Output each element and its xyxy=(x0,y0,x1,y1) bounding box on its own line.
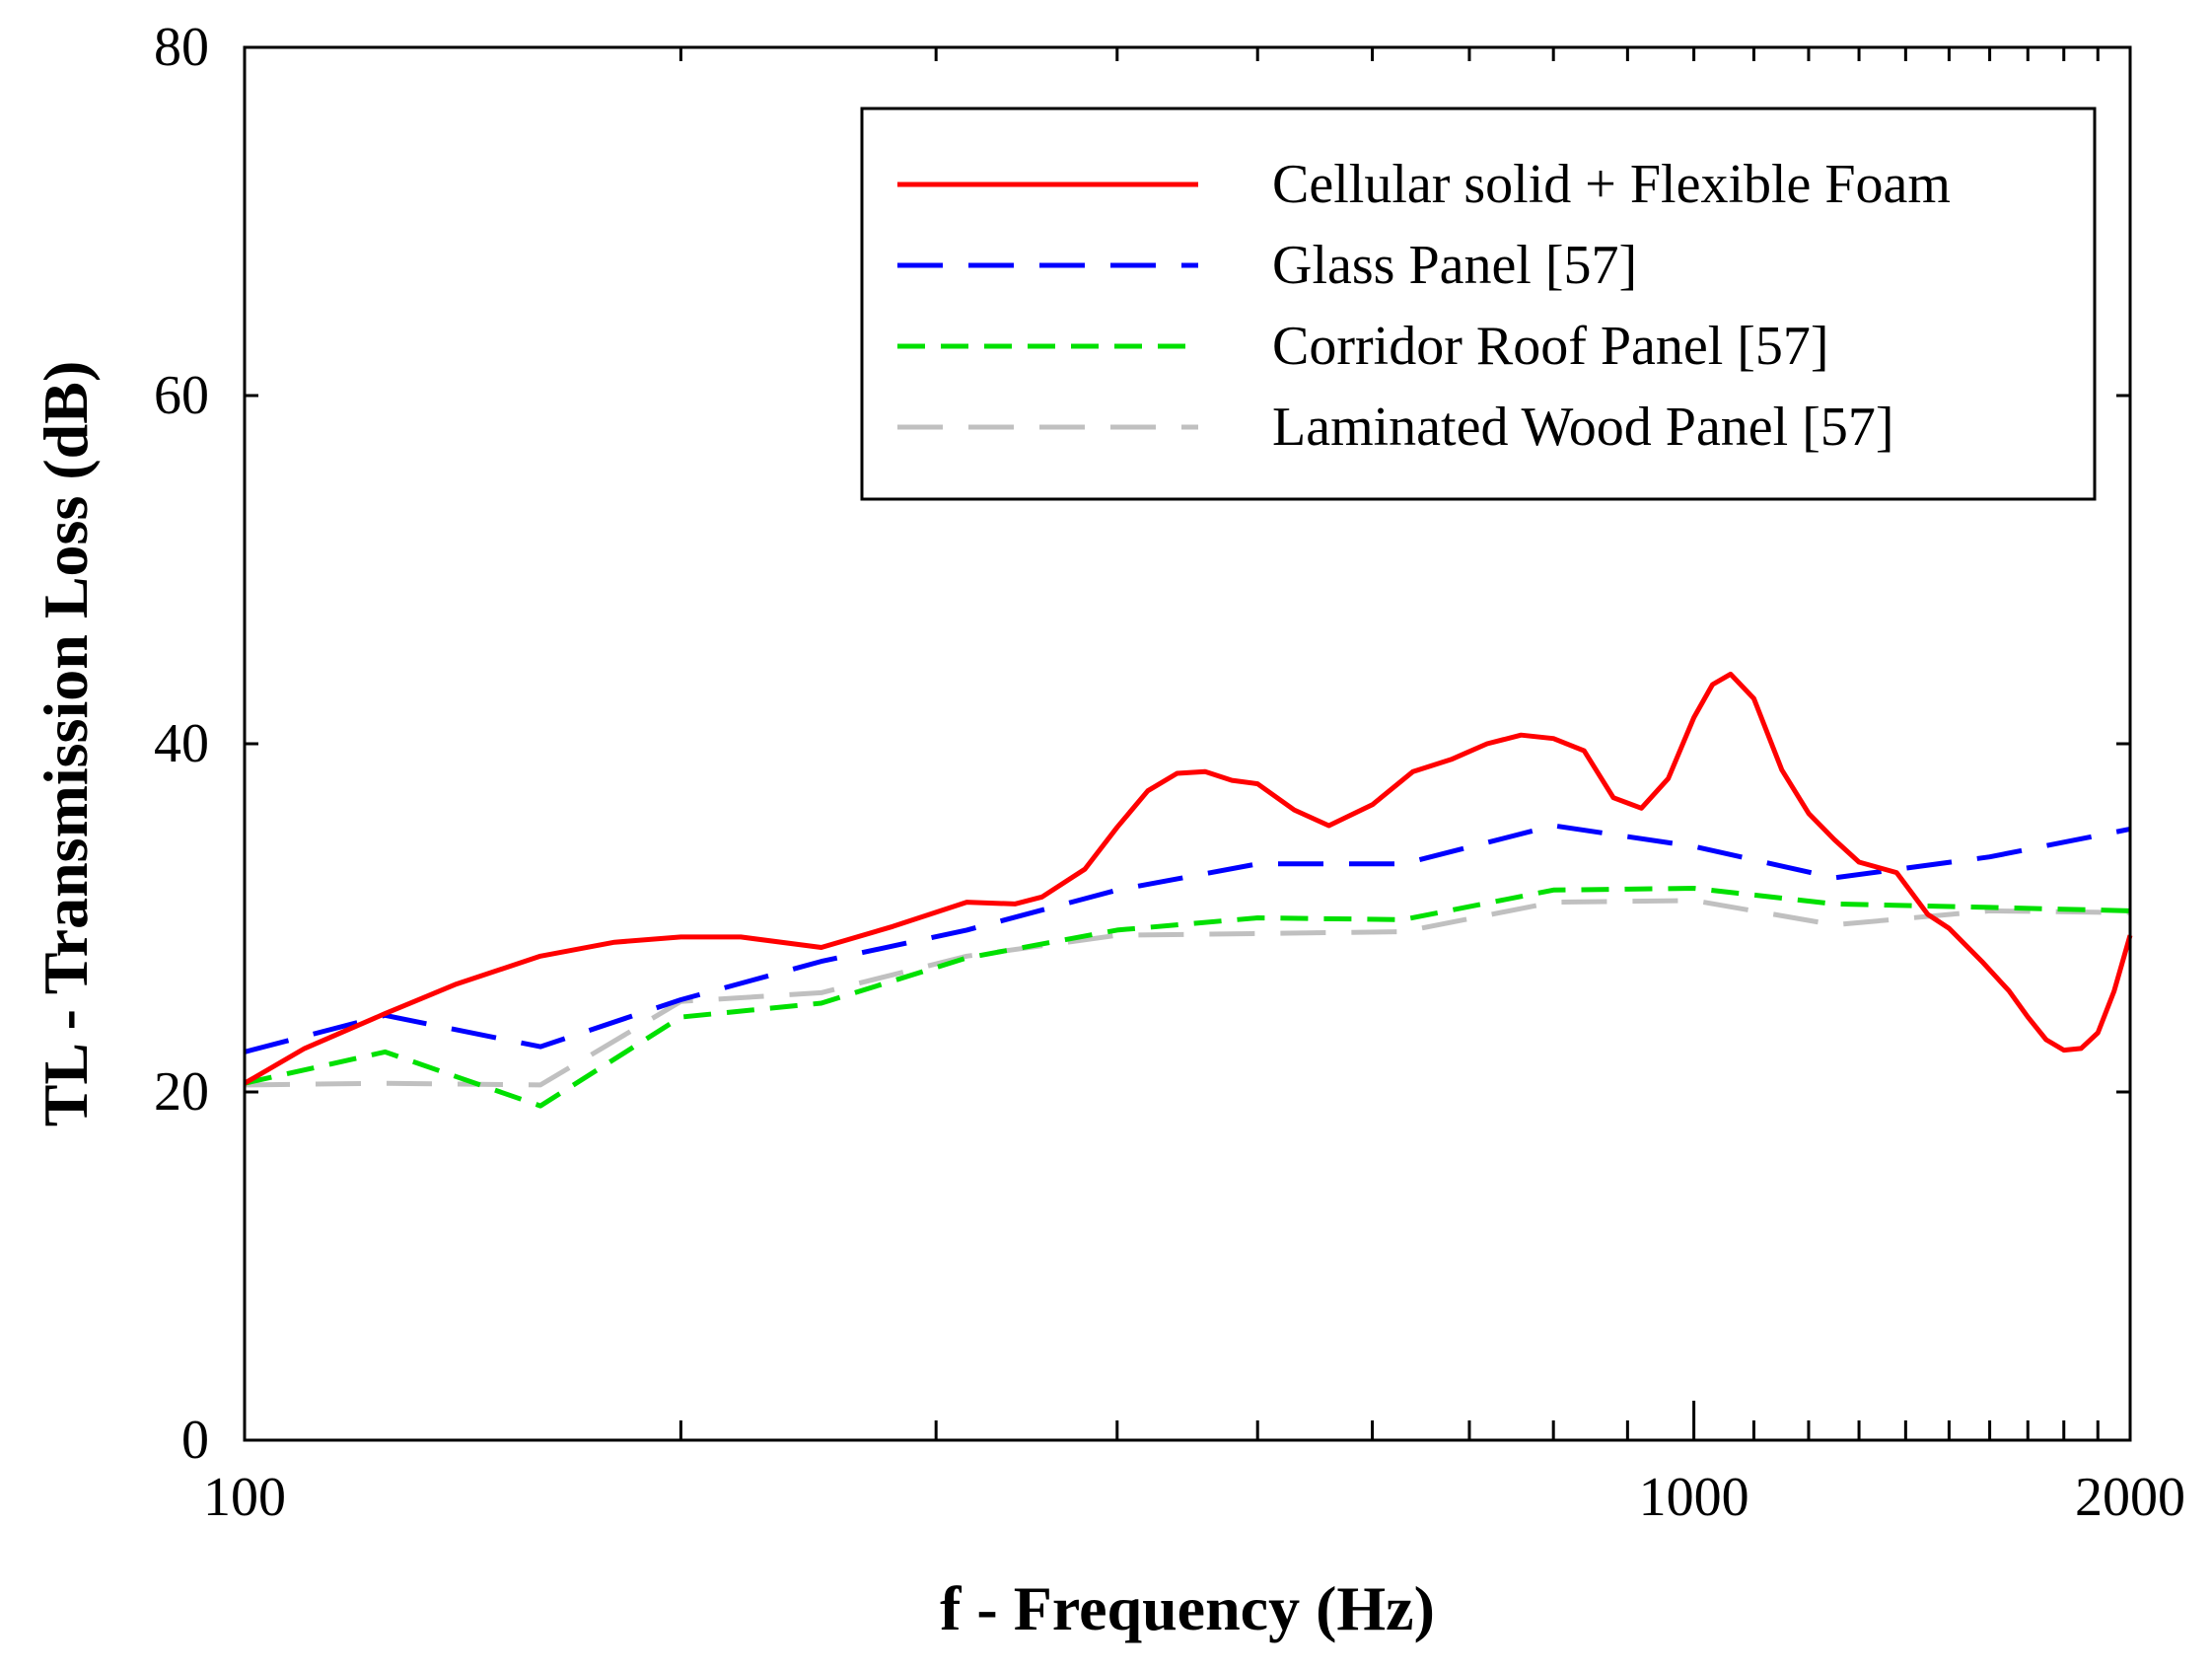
y-tick-label-2: 40 xyxy=(154,713,209,774)
x-axis-title: f - Frequency (Hz) xyxy=(940,1573,1435,1643)
legend-box xyxy=(860,107,2097,501)
x-tick-label-0: 100 xyxy=(203,1467,286,1528)
ticks-layer xyxy=(245,45,2130,1442)
series-line-1 xyxy=(244,823,2131,1054)
legend-label-1: Glass Panel [57] xyxy=(1272,235,1637,296)
x-tick-label-2: 2000 xyxy=(2075,1467,2185,1528)
legend: Cellular solid + Flexible Foam Glass Pane… xyxy=(860,107,2097,501)
series-line-0 xyxy=(243,671,2133,1086)
series-line-2 xyxy=(244,886,2131,1109)
y-axis-title: TL - Transmission Loss (dB) xyxy=(31,361,101,1127)
y-tick-label-4: 80 xyxy=(154,17,209,78)
y-tick-label-3: 60 xyxy=(154,365,209,426)
x-tick-label-1: 1000 xyxy=(1639,1467,1749,1528)
legend-label-3: Laminated Wood Panel [57] xyxy=(1272,397,1894,458)
tick-labels-layer: 0 20 40 60 80 100 1000 2000 xyxy=(154,17,2185,1528)
legend-items: Cellular solid + Flexible Foam Glass Pane… xyxy=(897,154,1951,458)
y-tick-label-0: 0 xyxy=(181,1410,209,1471)
y-tick-label-1: 20 xyxy=(154,1061,209,1123)
legend-label-2: Corridor Roof Panel [57] xyxy=(1272,316,1829,377)
series-layer xyxy=(243,671,2133,1109)
legend-label-0: Cellular solid + Flexible Foam xyxy=(1272,154,1951,215)
series-line-3 xyxy=(244,898,2131,1088)
